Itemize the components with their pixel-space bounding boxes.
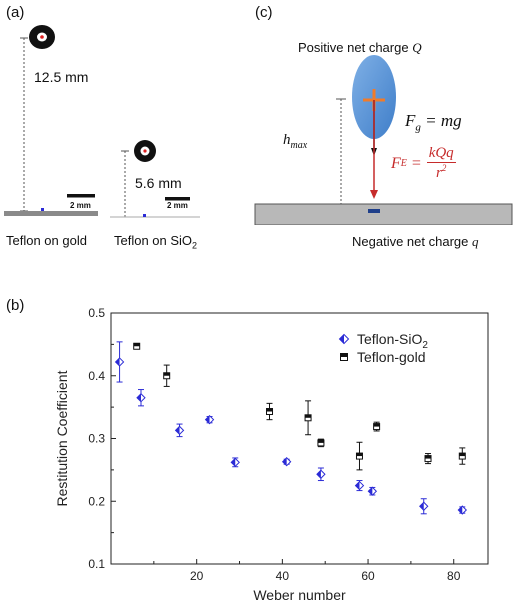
marker-fill [231,458,236,467]
marker-fill [133,343,140,347]
marker-fill [425,455,432,459]
panel-b-label: (b) [6,297,25,314]
droplet-sio2-small [143,214,146,217]
y-tick-label: 0.2 [88,494,105,508]
data-point [355,441,363,471]
y-tick-label: 0.5 [88,306,105,320]
data-point [133,342,141,350]
negative-charge-mark [368,209,380,213]
droplet-gold-icon [29,25,55,49]
data-point [230,457,240,468]
y-axis-label: Restitution Coefficient [54,370,70,506]
data-point [281,457,292,467]
marker-fill [163,372,170,376]
gravity-formula: Fg = mg [405,111,462,134]
data-points [114,341,468,515]
height-line-gold [20,37,28,212]
marker-fill [175,426,180,435]
marker-fill [316,470,321,479]
y-tick-label: 0.1 [88,557,105,571]
series-teflon-sio [114,341,468,515]
data-point [316,467,326,482]
legend-label: Teflon-gold [357,349,426,365]
x-tick-label: 60 [361,569,375,583]
scale-bar-sio2 [165,197,190,201]
marker-fill [373,423,380,427]
data-point [204,414,215,425]
electric-force-formula: F E = kQq r2 [391,145,456,181]
data-point [458,447,466,465]
series-teflon-gold [133,342,466,471]
droplet-sio2-icon [134,140,156,162]
plot-frame [110,312,489,565]
positive-charge-label: Positive net charge Q [298,40,422,55]
marker-fill [339,334,344,344]
data-point [457,505,468,515]
data-point [114,341,125,383]
marker-fill [205,415,210,424]
scale-bar-gold-label: 2 mm [70,201,91,210]
data-point [317,438,325,448]
height-line-sio2 [121,150,129,218]
data-point [424,453,432,465]
data-point [304,400,312,436]
data-point [367,486,378,496]
data-point [163,364,171,387]
panel-c-label: (c) [255,4,273,21]
hmax-label: hmax [283,132,308,151]
marker-fill [458,506,463,515]
gold-substrate [4,211,98,216]
marker-fill [459,453,466,457]
x-axis-label: Weber number [253,587,346,603]
marker-fill [355,481,360,490]
data-point [354,480,365,492]
marker-fill [282,457,287,466]
data-point [266,402,274,421]
legend-item: Teflon-gold [340,349,426,365]
marker-fill [368,487,373,496]
marker-fill [305,414,312,418]
marker-fill [266,408,273,412]
marker-fill [115,357,120,366]
y-tick-label: 0.4 [88,369,105,383]
legend-item: Teflon-SiO2 [338,331,428,351]
scale-bar-gold [67,194,95,198]
data-point [373,421,381,432]
restitution-chart: 20 40 60 80 0.1 0.2 0.3 0.4 0.5 Weber number Res… [54,306,489,603]
panel-c-figure [254,55,513,225]
droplet-gold-small [41,208,44,211]
marker-fill [419,502,424,511]
height-gold-value: 12.5 mm [34,69,89,85]
negative-charge-label: Negative net charge q [352,234,479,249]
height-sio2-value: 5.6 mm [135,175,182,191]
marker-fill [356,453,363,457]
electric-force-arrow-icon [370,100,378,199]
panel-a-label: (a) [6,4,25,21]
data-point [174,423,185,438]
legend-label: Teflon-SiO2 [357,331,428,351]
scale-bar-sio2-label: 2 mm [167,201,188,210]
x-tick-label: 20 [190,569,204,583]
caption-gold: Teflon on gold [6,233,87,248]
x-tick-label: 80 [447,569,461,583]
substrate [254,203,513,225]
x-tick-label: 40 [276,569,290,583]
data-point [419,498,429,515]
hmax-line [336,98,346,205]
data-point [136,389,146,407]
marker-fill [136,393,141,402]
marker-fill [340,353,348,357]
marker-fill [317,439,324,443]
panel-a-figure [4,25,200,218]
axis-ticks: 20 40 60 80 0.1 0.2 0.3 0.4 0.5 [88,306,460,583]
y-tick-label: 0.3 [88,432,105,446]
caption-sio2: Teflon on SiO2 [114,233,198,251]
